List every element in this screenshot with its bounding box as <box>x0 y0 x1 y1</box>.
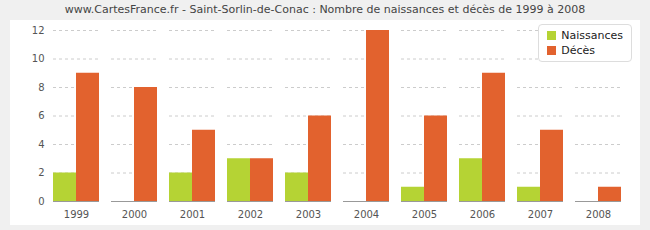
svg-text:2: 2 <box>38 167 44 178</box>
svg-text:2000: 2000 <box>122 209 147 220</box>
svg-text:2001: 2001 <box>180 209 205 220</box>
svg-text:10: 10 <box>32 53 45 64</box>
html-text:www.CartesFrance.fr - Saint-So: www.CartesFrance.fr - Saint-Sorlin-de-Co… <box>64 3 586 16</box>
svg-text:8: 8 <box>38 82 44 93</box>
svg-text:6: 6 <box>38 110 44 121</box>
svg-text:1999: 1999 <box>64 209 89 220</box>
svg-text:2007: 2007 <box>528 209 553 220</box>
svg-text:2003: 2003 <box>296 209 321 220</box>
svg-text:4: 4 <box>38 139 44 150</box>
svg-text:2006: 2006 <box>470 209 495 220</box>
html-text:Décès: Décès <box>561 44 595 57</box>
svg-text:2008: 2008 <box>586 209 611 220</box>
svg-text:12: 12 <box>32 25 45 36</box>
svg-text:0: 0 <box>38 196 44 207</box>
html-text:Naissances: Naissances <box>561 29 623 42</box>
svg-text:2004: 2004 <box>354 209 379 220</box>
svg-text:2005: 2005 <box>412 209 437 220</box>
svg-text:2002: 2002 <box>238 209 263 220</box>
